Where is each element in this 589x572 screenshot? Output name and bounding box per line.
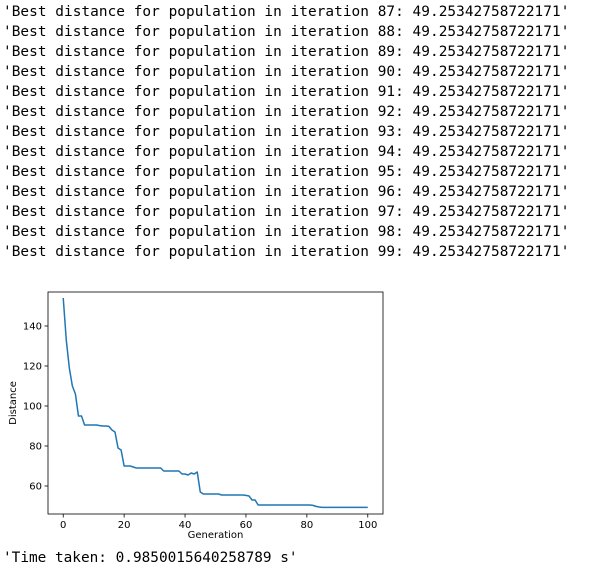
output-line: 'Best distance for population in iterati…: [3, 244, 570, 260]
chart-canvas: 0 20 40 60 80 100 60 80 100 120 140 Generation Di…: [8, 291, 384, 541]
distance-chart: 0 20 40 60 80 100 60 80 100 120 140 Generation Di…: [0, 286, 400, 546]
time-taken-output: 'Time taken: 0.9850015640258789 s': [3, 550, 298, 566]
x-tick-label: 80: [300, 520, 313, 531]
x-tick-label: 100: [358, 520, 377, 531]
output-line: 'Best distance for population in iterati…: [3, 84, 570, 100]
y-tick-label: 60: [29, 482, 42, 493]
output-line: 'Best distance for population in iterati…: [3, 64, 570, 80]
output-line: 'Best distance for population in iterati…: [3, 124, 570, 140]
y-axis-label: Distance: [8, 381, 19, 425]
y-tick-label: 80: [29, 442, 42, 453]
x-tick-label: 40: [179, 520, 192, 531]
y-axis-ticks: 60 80 100 120 140: [23, 322, 48, 493]
x-tick-label: 60: [240, 520, 253, 531]
x-axis-ticks: 0 20 40 60 80 100: [60, 514, 377, 531]
output-line: 'Best distance for population in iterati…: [3, 164, 570, 180]
y-tick-label: 140: [23, 322, 42, 333]
plot-area-frame: [47, 291, 384, 515]
y-tick-label: 100: [23, 402, 42, 413]
output-line: 'Best distance for population in iterati…: [3, 44, 570, 60]
x-axis-label: Generation: [188, 530, 244, 541]
y-tick-label: 120: [23, 362, 42, 373]
output-line: 'Best distance for population in iterati…: [3, 224, 570, 240]
output-line: 'Best distance for population in iterati…: [3, 4, 570, 20]
output-lines: 'Best distance for population in iterati…: [3, 2, 569, 262]
output-line: 'Best distance for population in iterati…: [3, 184, 570, 200]
output-line: 'Best distance for population in iterati…: [3, 204, 570, 220]
output-line: 'Best distance for population in iterati…: [3, 144, 570, 160]
x-tick-label: 20: [118, 520, 131, 531]
output-line: 'Best distance for population in iterati…: [3, 24, 570, 40]
series-line: [62, 297, 368, 509]
x-tick-label: 0: [60, 520, 66, 531]
output-line: 'Best distance for population in iterati…: [3, 104, 570, 120]
